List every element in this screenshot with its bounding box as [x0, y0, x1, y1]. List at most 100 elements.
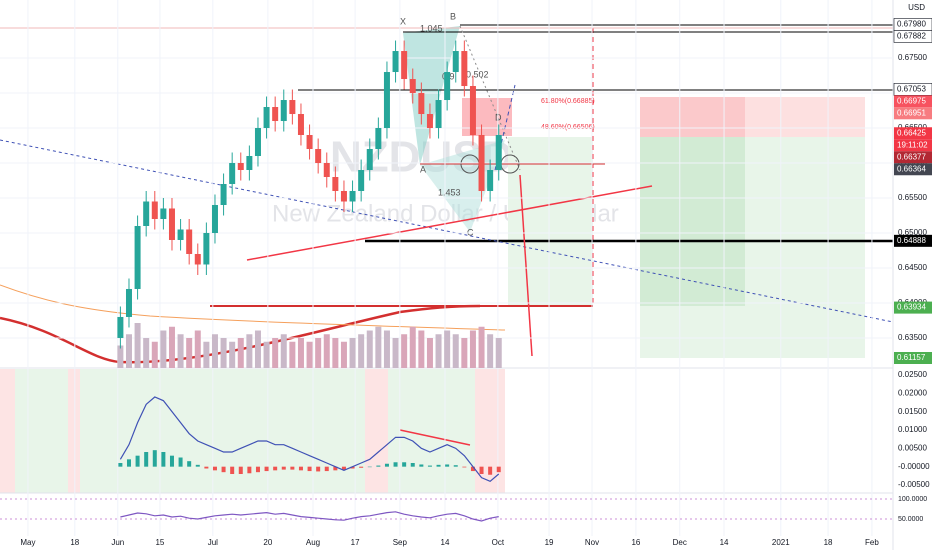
- candle-body: [220, 184, 227, 205]
- x-tick-label: Aug: [306, 538, 320, 547]
- volume-bar: [306, 341, 313, 368]
- volume-bar: [435, 334, 442, 368]
- candle-body: [358, 170, 365, 191]
- annotations: X B 1.045 0.9 0.502 A 1.453 C D 61.80%(0…: [400, 11, 595, 237]
- macd-hist: [402, 462, 407, 467]
- candle-body: [478, 135, 485, 191]
- candle-body: [392, 51, 399, 73]
- y2-tick-label: 0.01500: [898, 407, 927, 416]
- volume-bar: [194, 330, 201, 368]
- volume-bar: [237, 338, 244, 368]
- macd-hist: [238, 466, 243, 475]
- candle-body: [272, 107, 279, 122]
- volume-bar: [358, 334, 365, 368]
- volume-bar: [280, 334, 287, 368]
- candle-body: [323, 163, 330, 178]
- macd-hist: [333, 466, 338, 471]
- x-tick-label: 14: [720, 538, 729, 547]
- candle-body: [401, 51, 408, 80]
- y-tick-label: 0.63500: [898, 333, 927, 342]
- price-label-box: [894, 352, 932, 364]
- volume-bar: [392, 338, 399, 368]
- candle-body: [254, 128, 261, 157]
- volume-bar: [349, 338, 356, 368]
- y2-tick-label: 0.02500: [898, 370, 927, 379]
- volume-bar: [401, 334, 408, 368]
- y-tick-label: 0.64500: [898, 263, 927, 272]
- candle-body: [306, 135, 313, 150]
- candle-body: [409, 79, 416, 94]
- candle-body: [194, 253, 201, 265]
- candle-body: [469, 86, 476, 136]
- macd-hist: [161, 452, 166, 467]
- volume-bar: [246, 334, 253, 368]
- macd-hist: [281, 466, 286, 470]
- macd-hist: [195, 464, 200, 467]
- price-label: 0.66975: [897, 96, 926, 105]
- candle-body: [435, 100, 442, 129]
- annotation: 48.60%(0.66506): [541, 124, 595, 131]
- macd-hist: [359, 466, 364, 468]
- price-label: 0.63934: [897, 303, 926, 312]
- volume-bar: [125, 334, 132, 368]
- x-tick-label: Feb: [865, 538, 879, 547]
- rsi-line: [120, 511, 499, 522]
- macd-hist: [316, 466, 321, 472]
- candle-body: [211, 204, 218, 233]
- x-tick-label: Jul: [208, 538, 218, 547]
- volume-bar: [495, 338, 502, 368]
- macd-hist: [212, 466, 217, 471]
- volume-bar: [332, 338, 339, 368]
- macd-hist: [367, 466, 372, 468]
- candle-body: [418, 93, 425, 115]
- volume-bar: [323, 334, 330, 368]
- annotation: C: [467, 227, 474, 237]
- volume-bar: [366, 330, 373, 368]
- price-label-box: [894, 151, 932, 164]
- volume-bar: [340, 341, 347, 368]
- candle-body: [383, 72, 390, 129]
- volume-bar: [186, 338, 193, 368]
- volume-bar: [444, 330, 451, 368]
- candle-body: [186, 229, 193, 254]
- price-label-box: [894, 234, 932, 247]
- candle-body: [177, 229, 184, 240]
- macd-hist: [384, 463, 389, 467]
- volume-bar: [478, 326, 485, 368]
- volume-bar: [315, 338, 322, 368]
- annotation: 1.453: [438, 187, 461, 197]
- x-tick-label: 16: [631, 538, 640, 547]
- macd-hist: [488, 466, 493, 475]
- candle-body: [444, 72, 451, 101]
- x-tick-label: 2021: [772, 538, 790, 547]
- price-label-box: [894, 163, 932, 176]
- price-label: 0.64888: [897, 236, 926, 245]
- macd-hist: [178, 457, 183, 467]
- y2-tick-label: -0.00500: [898, 480, 930, 489]
- volume-bar: [160, 330, 167, 368]
- x-tick-label: May: [20, 538, 35, 547]
- volume-bar: [143, 338, 150, 368]
- volume-bar: [469, 330, 476, 368]
- macd-hist: [187, 461, 192, 467]
- x-tick-label: 15: [155, 538, 164, 547]
- x-tick-label: Jun: [111, 538, 124, 547]
- annotation: A: [420, 164, 426, 174]
- macd-hist: [393, 462, 398, 467]
- y2-tick-label: -0.00000: [898, 462, 930, 471]
- macd-line: [119, 396, 500, 483]
- price-label-box: [894, 301, 932, 314]
- annotation: D: [495, 112, 502, 122]
- volume-bar: [254, 330, 261, 368]
- y2-tick-label: 0.01000: [898, 425, 927, 434]
- countdown-box: [894, 139, 932, 152]
- macd-hist: [298, 466, 303, 471]
- candle-body: [160, 208, 167, 219]
- y3-tick-label: 50.0000: [898, 516, 923, 523]
- x-tick-label: Dec: [673, 538, 687, 547]
- macd-hist: [255, 466, 260, 473]
- macd-hist: [264, 466, 269, 472]
- price-label: 0.66364: [897, 164, 926, 173]
- candle-body: [117, 316, 124, 338]
- macd-hist: [445, 464, 450, 467]
